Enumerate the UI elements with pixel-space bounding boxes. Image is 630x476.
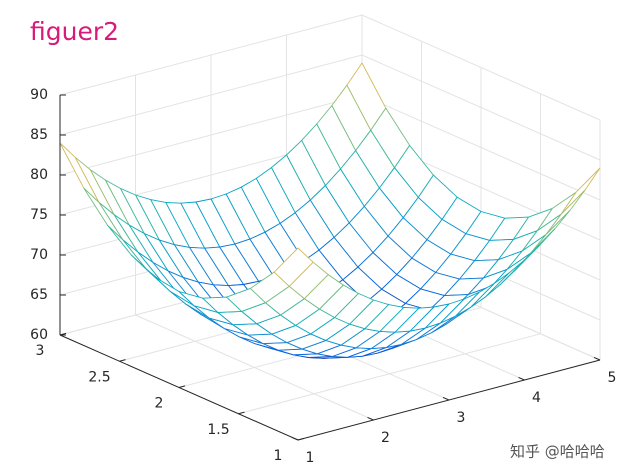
- z-tick-label: 80: [30, 167, 48, 183]
- x-tick-label: 4: [532, 390, 541, 406]
- mesh-cell: [560, 167, 601, 215]
- x-tick-label: 3: [457, 410, 466, 426]
- watermark: 知乎 @哈哈哈: [510, 443, 605, 461]
- z-tick-label: 90: [30, 87, 48, 103]
- x-tick: [367, 416, 374, 421]
- x-tick-label: 1: [306, 450, 315, 466]
- z-tick-label: 65: [30, 287, 48, 303]
- y-tick: [178, 385, 186, 388]
- y-tick: [297, 437, 305, 441]
- x-tick-label: 5: [608, 370, 617, 386]
- y-tick: [59, 332, 67, 336]
- z-tick-label: 75: [30, 207, 48, 223]
- x-tick: [291, 436, 299, 441]
- grid-line: [59, 54, 601, 161]
- chart-title: figuer2: [30, 17, 119, 46]
- x-tick: [593, 356, 601, 361]
- z-tick-label: 85: [30, 127, 48, 143]
- y-tick: [238, 411, 245, 415]
- z-tick-label: 70: [30, 247, 48, 263]
- y-tick-label: 2: [155, 396, 164, 412]
- grid-line: [59, 14, 601, 121]
- axes: 60 65 70 75 80 85 90 1 1.5 2 2.5 3 1 2 3 4 5: [30, 87, 616, 466]
- z-tick-label: 60: [30, 327, 48, 343]
- x-tick-label: 2: [381, 430, 390, 446]
- y-tick-label: 3: [36, 343, 45, 359]
- y-tick-label: 1: [274, 448, 283, 464]
- y-tick-label: 2.5: [88, 369, 110, 385]
- x-tick: [442, 396, 450, 401]
- mesh: [59, 62, 601, 359]
- mesh-cell: [273, 247, 314, 287]
- y-tick: [119, 359, 126, 362]
- x-tick: [518, 376, 525, 381]
- y-tick-label: 1.5: [207, 422, 229, 438]
